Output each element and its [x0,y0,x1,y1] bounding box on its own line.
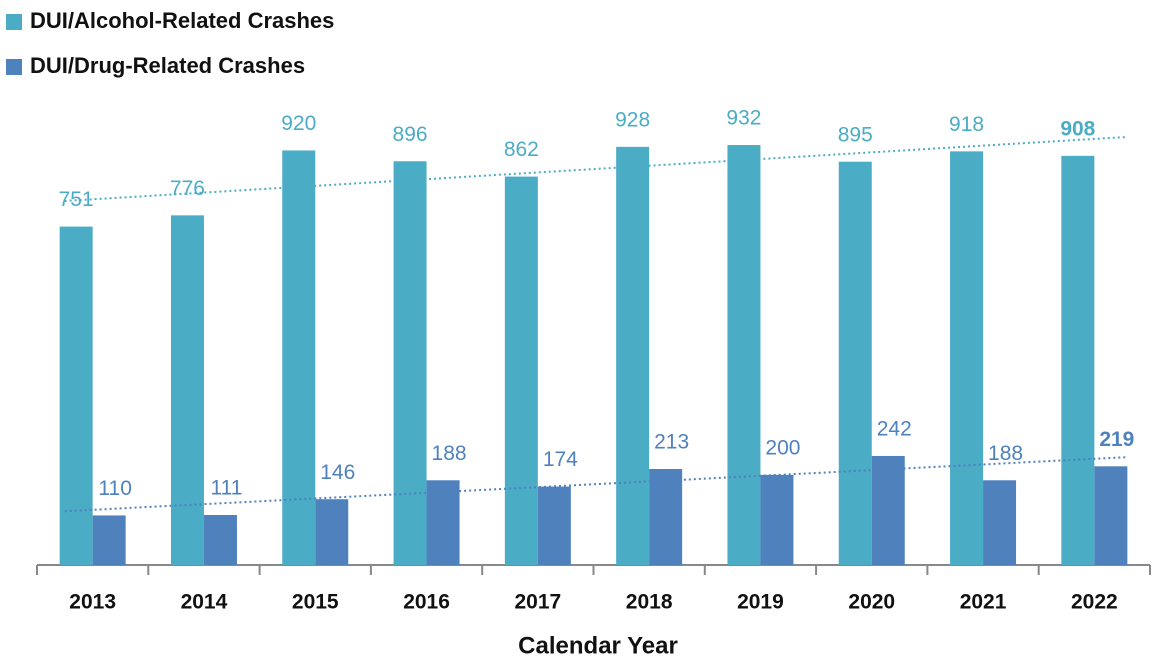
value-label: 111 [210,477,242,500]
x-tick-label: 2018 [626,591,673,614]
bar [1094,466,1128,565]
x-axis-title: Calendar Year [518,632,678,659]
bar [170,215,204,565]
x-tick-label: 2022 [1071,591,1118,614]
value-label: 174 [543,448,578,471]
bar [616,146,650,565]
bar [537,486,571,565]
x-tick-label: 2015 [292,591,339,614]
value-label: 242 [877,418,912,441]
bar [315,499,349,565]
x-tick-label: 2017 [514,591,561,614]
value-label: 146 [320,461,355,484]
value-label: 908 [1060,117,1095,140]
value-label: 188 [988,442,1023,465]
x-tick-label: 2014 [181,591,228,614]
legend-swatch [6,14,22,30]
value-label: 862 [504,138,539,161]
value-label: 110 [98,477,131,500]
value-label: 918 [949,113,984,136]
bar [203,514,237,565]
bar [983,480,1017,565]
bar [426,480,460,565]
bar [649,469,683,565]
legend-label: DUI/Alcohol-Related Crashes [30,8,334,33]
value-label: 896 [393,123,428,146]
bar [59,226,93,565]
x-tick-label: 2020 [848,591,895,614]
bar [92,515,126,565]
legend-label: DUI/Drug-Related Crashes [30,53,305,78]
x-tick-label: 2016 [403,591,450,614]
bar [393,161,427,566]
bar [727,145,761,565]
value-label: 200 [765,436,800,459]
value-label: 920 [281,112,316,135]
bar [1061,155,1095,565]
value-label: 895 [838,123,873,146]
value-label: 213 [654,431,689,454]
bar [282,150,316,565]
legend-swatch [6,59,22,75]
bar [760,474,794,565]
x-tick-label: 2013 [69,591,116,614]
bar [504,176,538,565]
x-tick-label: 2019 [737,591,784,614]
x-tick-label: 2021 [960,591,1007,614]
value-label: 932 [726,107,761,130]
value-label: 928 [615,108,650,131]
trendline [64,456,1128,513]
bar [838,161,872,565]
value-label: 776 [170,177,205,200]
bar [950,151,984,566]
value-label: 219 [1099,428,1134,451]
bar [871,455,905,565]
value-label: 188 [432,442,467,465]
